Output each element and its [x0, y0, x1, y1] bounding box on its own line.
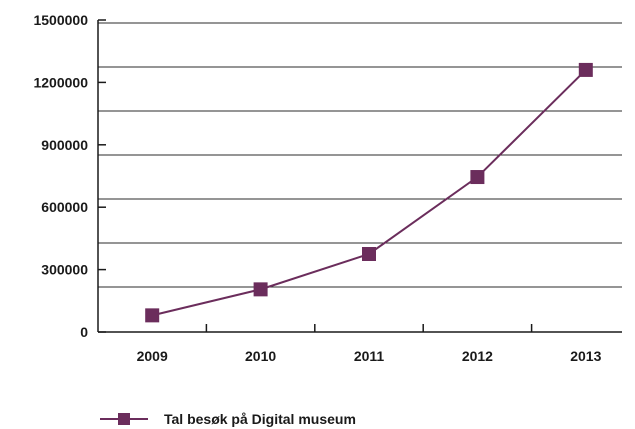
y-tick-label: 300000: [41, 262, 88, 278]
x-tick-label: 2012: [462, 348, 493, 364]
y-tick-label: 900000: [41, 137, 88, 153]
y-tick-label: 1500000: [33, 12, 88, 28]
x-tick-label: 2010: [245, 348, 276, 364]
y-tick-label: 0: [80, 324, 88, 340]
y-axis: 0 300000 600000 900000 1200000 1500000: [33, 12, 106, 340]
x-tick-label: 2013: [570, 348, 601, 364]
data-point-2010: [253, 282, 268, 297]
x-tick-label: 2009: [137, 348, 168, 364]
series-group: [145, 62, 593, 323]
y-tick-label: 1200000: [33, 74, 88, 90]
data-point-2013: [578, 62, 593, 77]
legend-label: Tal besøk på Digital museum: [164, 411, 356, 427]
data-point-2009: [145, 308, 160, 323]
x-axis: 2009 2010 2011 2012 2013: [98, 324, 622, 364]
data-point-2011: [362, 247, 376, 261]
legend-marker-swatch: [118, 413, 130, 425]
x-tick-label: 2011: [354, 348, 385, 364]
gridlines: [98, 22, 622, 288]
y-tick-label: 600000: [41, 199, 88, 215]
legend: Tal besøk på Digital museum: [100, 411, 356, 427]
series-line: [151, 69, 587, 317]
data-point-2012: [470, 170, 485, 185]
